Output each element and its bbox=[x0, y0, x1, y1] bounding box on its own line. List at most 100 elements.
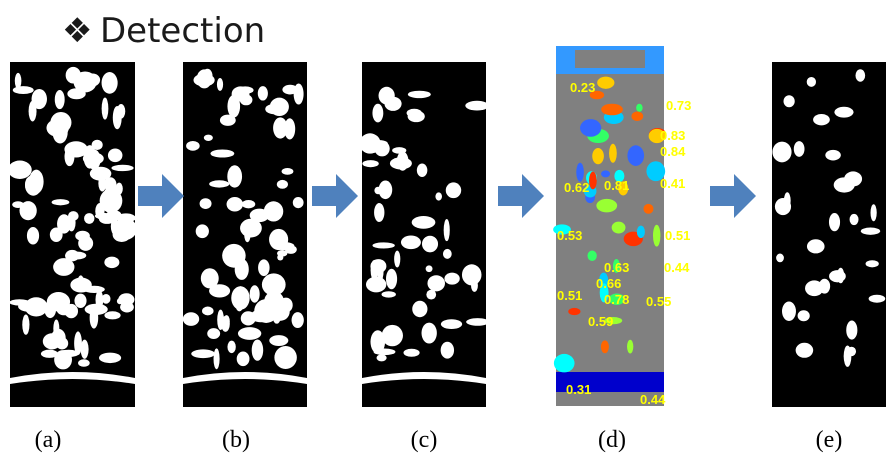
score-label: 0.73 bbox=[666, 98, 691, 113]
arrow bbox=[138, 174, 184, 218]
nucleus-blob bbox=[274, 346, 296, 369]
score-label: 0.83 bbox=[660, 128, 685, 143]
image-panel bbox=[183, 62, 307, 407]
nucleus-blob bbox=[116, 183, 123, 195]
nucleus-blob bbox=[372, 104, 383, 123]
panel-label: (b) bbox=[222, 427, 250, 453]
image-panel bbox=[8, 62, 137, 407]
detection-blob bbox=[612, 222, 626, 234]
nucleus-blob bbox=[374, 203, 384, 222]
nucleus-blob bbox=[95, 290, 103, 309]
nucleus-blob bbox=[372, 242, 394, 248]
detection-blob bbox=[601, 340, 609, 353]
page: {"header": {"title": "Detection"}, "pane… bbox=[0, 0, 886, 459]
nucleus-blob bbox=[207, 328, 220, 339]
score-label: 0.44 bbox=[640, 392, 666, 407]
nucleus-blob bbox=[209, 180, 229, 187]
nucleus-blob bbox=[825, 150, 841, 161]
score-label: 0.41 bbox=[660, 176, 685, 191]
nucleus-blob bbox=[231, 286, 249, 310]
score-label: 0.31 bbox=[566, 382, 591, 397]
nucleus-blob bbox=[855, 69, 865, 81]
nucleus-blob bbox=[408, 91, 431, 98]
panel-label: (c) bbox=[411, 427, 438, 453]
nucleus-blob bbox=[293, 197, 304, 208]
nucleus-blob bbox=[258, 259, 269, 276]
nucleus-blob bbox=[66, 67, 81, 84]
nucleus-blob bbox=[27, 227, 39, 245]
nucleus-blob bbox=[844, 171, 862, 186]
nucleus-blob bbox=[240, 94, 253, 105]
score-label: 0.84 bbox=[660, 144, 686, 159]
nucleus-blob bbox=[417, 164, 428, 177]
nucleus-blob bbox=[104, 177, 116, 192]
nucleus-blob bbox=[277, 180, 288, 189]
score-label: 0.44 bbox=[664, 260, 690, 275]
nucleus-blob bbox=[99, 353, 121, 363]
nucleus-blob bbox=[829, 213, 840, 231]
nucleus-blob bbox=[52, 199, 70, 205]
nucleus-blob bbox=[443, 249, 452, 259]
nucleus-blob bbox=[47, 292, 70, 312]
nucleus-blob bbox=[117, 298, 123, 304]
nucleus-blob bbox=[217, 78, 223, 91]
nucleus-blob bbox=[866, 260, 879, 267]
detection-blob bbox=[601, 104, 623, 116]
nucleus-blob bbox=[227, 197, 243, 211]
nucleus-blob bbox=[237, 352, 250, 367]
nucleus-blob bbox=[202, 307, 214, 316]
figure: ❖ Detection 0.23 0.73 0.83 0.84 0.62 0.8… bbox=[0, 0, 886, 459]
nucleus-blob bbox=[102, 97, 109, 119]
nucleus-blob bbox=[871, 204, 877, 221]
nucleus-blob bbox=[46, 119, 68, 137]
nucleus-blob bbox=[403, 349, 419, 357]
nucleus-blob bbox=[427, 275, 445, 291]
nucleus-blob bbox=[8, 161, 32, 179]
nucleus-blob bbox=[68, 211, 79, 221]
nucleus-blob bbox=[377, 354, 387, 361]
nucleus-blob bbox=[850, 214, 859, 225]
nucleus-blob bbox=[81, 340, 89, 359]
image-panel bbox=[359, 62, 489, 407]
nucleus-blob bbox=[9, 299, 29, 305]
nucleus-blob bbox=[269, 335, 288, 346]
nucleus-blob bbox=[813, 114, 830, 125]
score-label: 0.51 bbox=[557, 288, 582, 303]
nucleus-blob bbox=[114, 218, 137, 240]
nucleus-blob bbox=[22, 315, 29, 335]
nucleus-blob bbox=[258, 86, 268, 100]
nucleus-blob bbox=[386, 269, 397, 290]
nucleus-blob bbox=[210, 149, 234, 157]
nucleus-blob bbox=[269, 229, 288, 250]
nucleus-blob bbox=[441, 319, 462, 329]
nucleus-blob bbox=[84, 286, 105, 293]
nucleus-blob bbox=[869, 295, 886, 303]
score-label: 0.59 bbox=[588, 314, 613, 329]
nucleus-blob bbox=[422, 323, 437, 344]
detection-blob bbox=[653, 225, 660, 247]
nucleus-blob bbox=[53, 258, 74, 276]
nucleus-blob bbox=[104, 257, 119, 269]
nucleus-blob bbox=[784, 95, 795, 107]
nucleus-blob bbox=[466, 318, 489, 326]
nucleus-blob bbox=[183, 312, 199, 326]
nucleus-blob bbox=[78, 236, 93, 251]
arrow bbox=[312, 174, 358, 218]
nucleus-blob bbox=[794, 141, 805, 157]
nucleus-blob bbox=[29, 101, 37, 122]
nucleus-blob bbox=[197, 69, 212, 88]
nucleus-blob bbox=[782, 302, 796, 321]
nucleus-blob bbox=[384, 97, 401, 111]
nucleus-blob bbox=[837, 268, 844, 284]
nucleus-blob bbox=[222, 244, 245, 268]
nucleus-blob bbox=[85, 74, 100, 87]
nucleus-blob bbox=[465, 101, 488, 111]
top-band-inner bbox=[575, 50, 645, 68]
nucleus-blob bbox=[111, 165, 133, 171]
detection-blob bbox=[636, 104, 642, 112]
nucleus-blob bbox=[191, 349, 215, 358]
detection-blob bbox=[627, 340, 633, 354]
score-label: 0.53 bbox=[557, 228, 582, 243]
image-panel bbox=[772, 62, 886, 407]
nucleus-blob bbox=[394, 251, 400, 268]
